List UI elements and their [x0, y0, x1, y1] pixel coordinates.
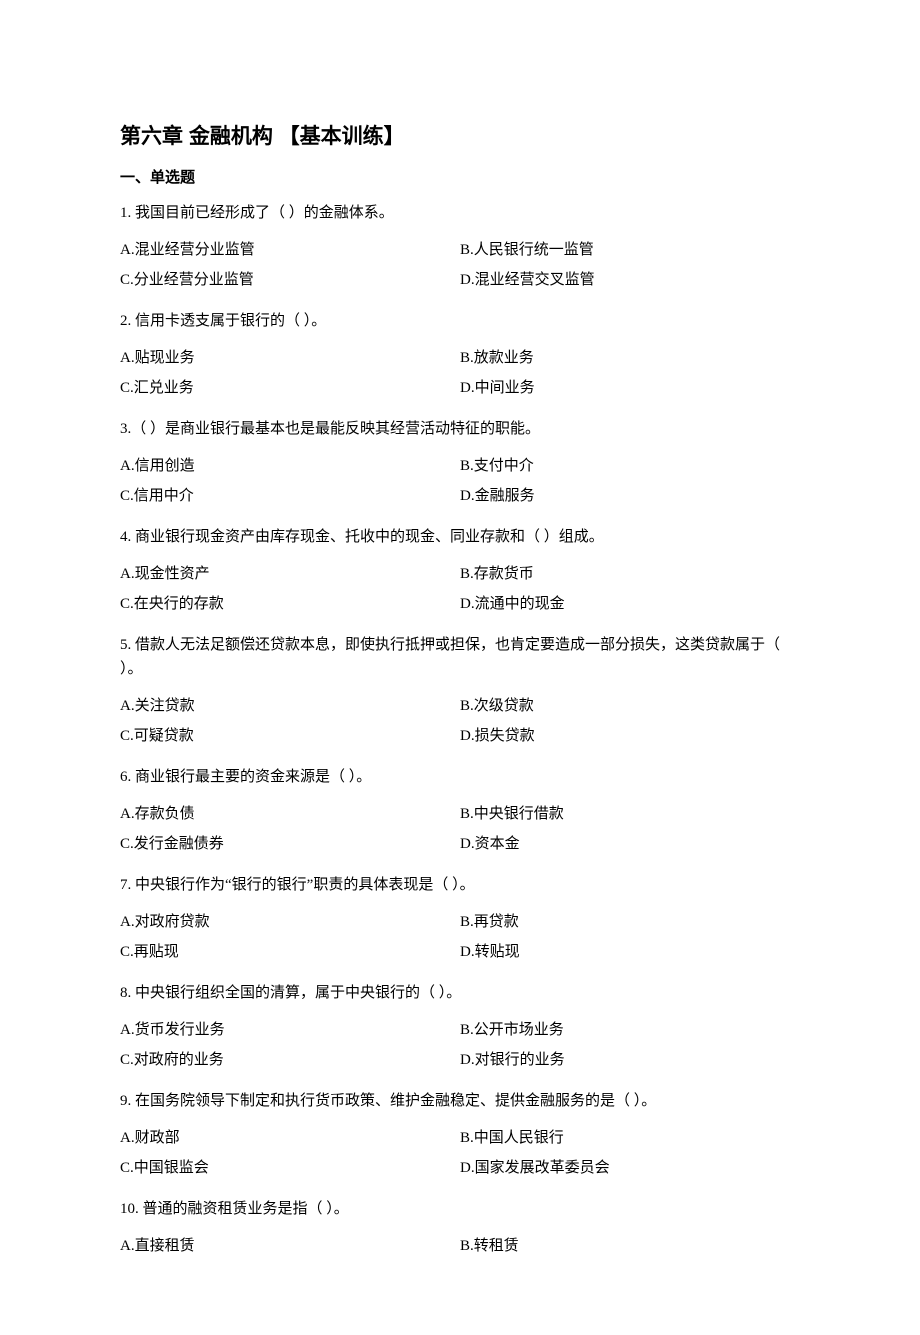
question-option: C.分业经营分业监管: [120, 265, 460, 295]
question-option: A.关注贷款: [120, 691, 460, 721]
document-page: 第六章 金融机构 【基本训练】 一、单选题 1. 我国目前已经形成了（ ）的金融…: [0, 0, 920, 1335]
question-option: D.资本金: [460, 829, 800, 859]
question-option: B.中央银行借款: [460, 799, 800, 829]
question-option: A.财政部: [120, 1123, 460, 1153]
question-option: C.汇兑业务: [120, 373, 460, 403]
question-stem: 2. 信用卡透支属于银行的（ ）。: [120, 309, 800, 333]
question-stem: 8. 中央银行组织全国的清算，属于中央银行的（ ）。: [120, 981, 800, 1005]
question-stem: 1. 我国目前已经形成了（ ）的金融体系。: [120, 201, 800, 225]
question-option: B.公开市场业务: [460, 1015, 800, 1045]
question-option: B.放款业务: [460, 343, 800, 373]
question-option: B.转租赁: [460, 1231, 800, 1261]
question-option: A.货币发行业务: [120, 1015, 460, 1045]
question-stem: 4. 商业银行现金资产由库存现金、托收中的现金、同业存款和（ ）组成。: [120, 525, 800, 549]
question-option: C.对政府的业务: [120, 1045, 460, 1075]
question-option: B.再贷款: [460, 907, 800, 937]
question-option: C.发行金融债券: [120, 829, 460, 859]
question-option: D.对银行的业务: [460, 1045, 800, 1075]
question-option: D.混业经营交叉监管: [460, 265, 800, 295]
question-option: D.国家发展改革委员会: [460, 1153, 800, 1183]
question-option: A.现金性资产: [120, 559, 460, 589]
question-option: A.贴现业务: [120, 343, 460, 373]
question-option: A.信用创造: [120, 451, 460, 481]
question-option: B.次级贷款: [460, 691, 800, 721]
section-heading: 一、单选题: [120, 166, 800, 187]
question-option: D.中间业务: [460, 373, 800, 403]
question-stem: 10. 普通的融资租赁业务是指（ ）。: [120, 1197, 800, 1221]
question-option: B.支付中介: [460, 451, 800, 481]
chapter-title: 第六章 金融机构 【基本训练】: [120, 120, 800, 150]
question-option: D.流通中的现金: [460, 589, 800, 619]
question-option: B.中国人民银行: [460, 1123, 800, 1153]
question-option: D.转贴现: [460, 937, 800, 967]
question-option: A.存款负债: [120, 799, 460, 829]
question-option: A.对政府贷款: [120, 907, 460, 937]
question-stem: 7. 中央银行作为“银行的银行”职责的具体表现是（ ）。: [120, 873, 800, 897]
question-options: A.财政部B.中国人民银行C.中国银监会D.国家发展改革委员会: [120, 1123, 800, 1183]
question-options: A.关注贷款B.次级贷款C.可疑贷款D.损失贷款: [120, 691, 800, 751]
question-stem: 5. 借款人无法足额偿还贷款本息，即使执行抵押或担保，也肯定要造成一部分损失，这…: [120, 633, 800, 681]
question-option: B.存款货币: [460, 559, 800, 589]
question-option: C.信用中介: [120, 481, 460, 511]
question-option: A.直接租赁: [120, 1231, 460, 1261]
question-options: A.信用创造B.支付中介C.信用中介D.金融服务: [120, 451, 800, 511]
question-options: A.货币发行业务B.公开市场业务C.对政府的业务D.对银行的业务: [120, 1015, 800, 1075]
question-options: A.贴现业务B.放款业务C.汇兑业务D.中间业务: [120, 343, 800, 403]
questions-container: 1. 我国目前已经形成了（ ）的金融体系。 A.混业经营分业监管B.人民银行统一监…: [120, 201, 800, 1261]
question-option: C.中国银监会: [120, 1153, 460, 1183]
question-option: D.损失贷款: [460, 721, 800, 751]
question-options: A.直接租赁B.转租赁: [120, 1231, 800, 1261]
question-option: C.再贴现: [120, 937, 460, 967]
question-options: A.现金性资产B.存款货币C.在央行的存款D.流通中的现金: [120, 559, 800, 619]
question-stem: 3.（ ）是商业银行最基本也是最能反映其经营活动特征的职能。: [120, 417, 800, 441]
question-option: B.人民银行统一监管: [460, 235, 800, 265]
question-options: A.混业经营分业监管B.人民银行统一监管C.分业经营分业监管D.混业经营交叉监管: [120, 235, 800, 295]
question-option: D.金融服务: [460, 481, 800, 511]
question-stem: 6. 商业银行最主要的资金来源是（ ）。: [120, 765, 800, 789]
question-options: A.对政府贷款B.再贷款C.再贴现D.转贴现: [120, 907, 800, 967]
question-option: A.混业经营分业监管: [120, 235, 460, 265]
question-options: A.存款负债B.中央银行借款C.发行金融债券D.资本金: [120, 799, 800, 859]
question-option: C.在央行的存款: [120, 589, 460, 619]
question-stem: 9. 在国务院领导下制定和执行货币政策、维护金融稳定、提供金融服务的是（ ）。: [120, 1089, 800, 1113]
question-option: C.可疑贷款: [120, 721, 460, 751]
